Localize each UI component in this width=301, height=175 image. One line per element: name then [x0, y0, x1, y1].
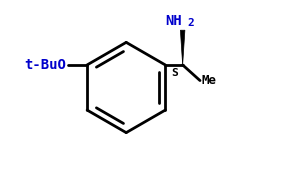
Polygon shape [180, 30, 185, 65]
Text: Me: Me [201, 74, 216, 87]
Text: NH: NH [165, 15, 182, 29]
Text: t-BuO: t-BuO [24, 58, 66, 72]
Text: 2: 2 [188, 18, 194, 28]
Text: S: S [172, 68, 178, 78]
